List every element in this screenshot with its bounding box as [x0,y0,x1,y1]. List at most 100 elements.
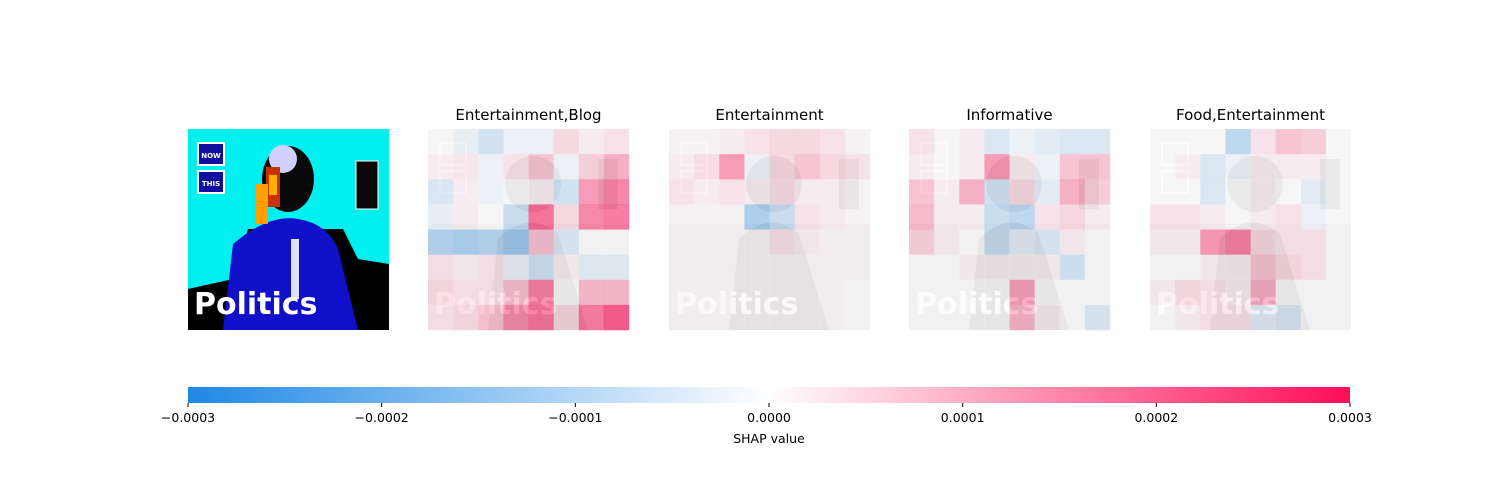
heatmap-cell [844,154,871,180]
heatmap-cell [478,204,504,230]
panel-title: Food,Entertainment [1176,106,1325,124]
heatmap-cell [694,279,720,306]
input-image-tie [291,239,299,299]
heatmap-cell [503,204,529,230]
heatmap-cell [1325,254,1352,281]
heatmap-cell [503,254,529,281]
heatmap-cell [1300,229,1327,255]
heatmap-cell [794,254,821,281]
heatmap-cell [1175,254,1201,281]
heatmap-cell [909,304,935,331]
heatmap-cell [959,179,985,205]
heatmap-cell [1275,254,1302,281]
heatmap-cell [744,179,770,205]
input-image-caption: Politics [194,287,317,322]
heatmap-cell [578,179,605,205]
heatmap-cell [1250,204,1276,230]
heatmap-cell [934,179,960,205]
heatmap-cell [984,204,1010,230]
heatmap-cell [844,304,871,331]
heatmap-cell [909,254,935,281]
heatmap-cell [1009,154,1035,180]
heatmap-cell [453,154,479,180]
heatmap-cell [1275,304,1302,331]
heatmap-cell [819,179,846,205]
heatmap-cell [1200,254,1226,281]
heatmap-cell [1275,129,1302,155]
heatmap-cell [669,129,695,155]
heatmap-cell [1034,129,1061,155]
heatmap-cell [794,154,821,180]
heatmap-cell [769,204,795,230]
heatmap-cell [1009,204,1035,230]
heatmap-cell [603,304,630,331]
heatmap-cell [984,279,1010,306]
heatmap-cell [909,129,935,155]
heatmap-cell [603,279,630,306]
heatmap-cell [428,304,454,331]
heatmap-cell [819,204,846,230]
heatmap-cell [959,304,985,331]
heatmap-cell [1175,179,1201,205]
heatmap-cell [1150,154,1176,180]
heatmap-cell [1175,279,1201,306]
heatmap-cell [1034,229,1061,255]
heatmap-cell [794,304,821,331]
heatmap-cell [1200,304,1226,331]
heatmap-cell [553,254,580,281]
heatmap-cell [1225,154,1251,180]
input-image-logo-this [197,170,225,194]
colorbar-tick-label: 0.0002 [1134,410,1178,425]
heatmap-cell [453,204,479,230]
heatmap-cell [1225,204,1251,230]
heatmap-cell [794,279,821,306]
heatmap-cell [453,279,479,306]
heatmap-cell [1225,304,1251,331]
heatmap-cell [1059,179,1086,205]
heatmap-cell [478,179,504,205]
heatmap-cell [1200,279,1226,306]
heatmap-cell [959,154,985,180]
heatmap-cell [819,154,846,180]
heatmap-cell [1009,304,1035,331]
heatmap-cell [959,279,985,306]
heatmap-cell [719,154,745,180]
heatmap-cell [578,129,605,155]
heatmap-cell [528,179,554,205]
heatmap-cell [694,304,720,331]
heatmap-cell [744,279,770,306]
colorbar-tick-label: −0.0002 [355,410,409,425]
heatmap-cell [909,179,935,205]
heatmap-cell [578,254,605,281]
heatmap-cell [844,204,871,230]
heatmap-cell [694,229,720,255]
heatmap-cell [819,254,846,281]
heatmap-cell [428,154,454,180]
heatmap-cell [1325,304,1352,331]
heatmap-cell [1200,179,1226,205]
heatmap-cell [1084,154,1111,180]
heatmap-cell [1250,254,1276,281]
heatmap-cell [984,254,1010,281]
heatmap-cell [1300,129,1327,155]
shap-panel-1: Entertainment,Blog [428,106,630,331]
heatmap-cell [1225,179,1251,205]
heatmap-cell [1275,179,1302,205]
shap-panel-3: Informative [909,106,1111,331]
heatmap-cell [553,154,580,180]
heatmap-cell [1034,179,1061,205]
heatmap-cell [453,179,479,205]
heatmap-cell [553,304,580,331]
heatmap-cell [769,129,795,155]
heatmap-cell [1175,304,1201,331]
input-image-logo-now [197,142,225,166]
input-image-head-highlight [269,145,297,173]
heatmap-cell [934,204,960,230]
heatmap-cell [669,179,695,205]
heatmap-cell [1250,304,1276,331]
heatmap-cell [578,279,605,306]
heatmap-cell [1084,229,1111,255]
heatmap-cell [603,229,630,255]
heatmap-cell [603,129,630,155]
